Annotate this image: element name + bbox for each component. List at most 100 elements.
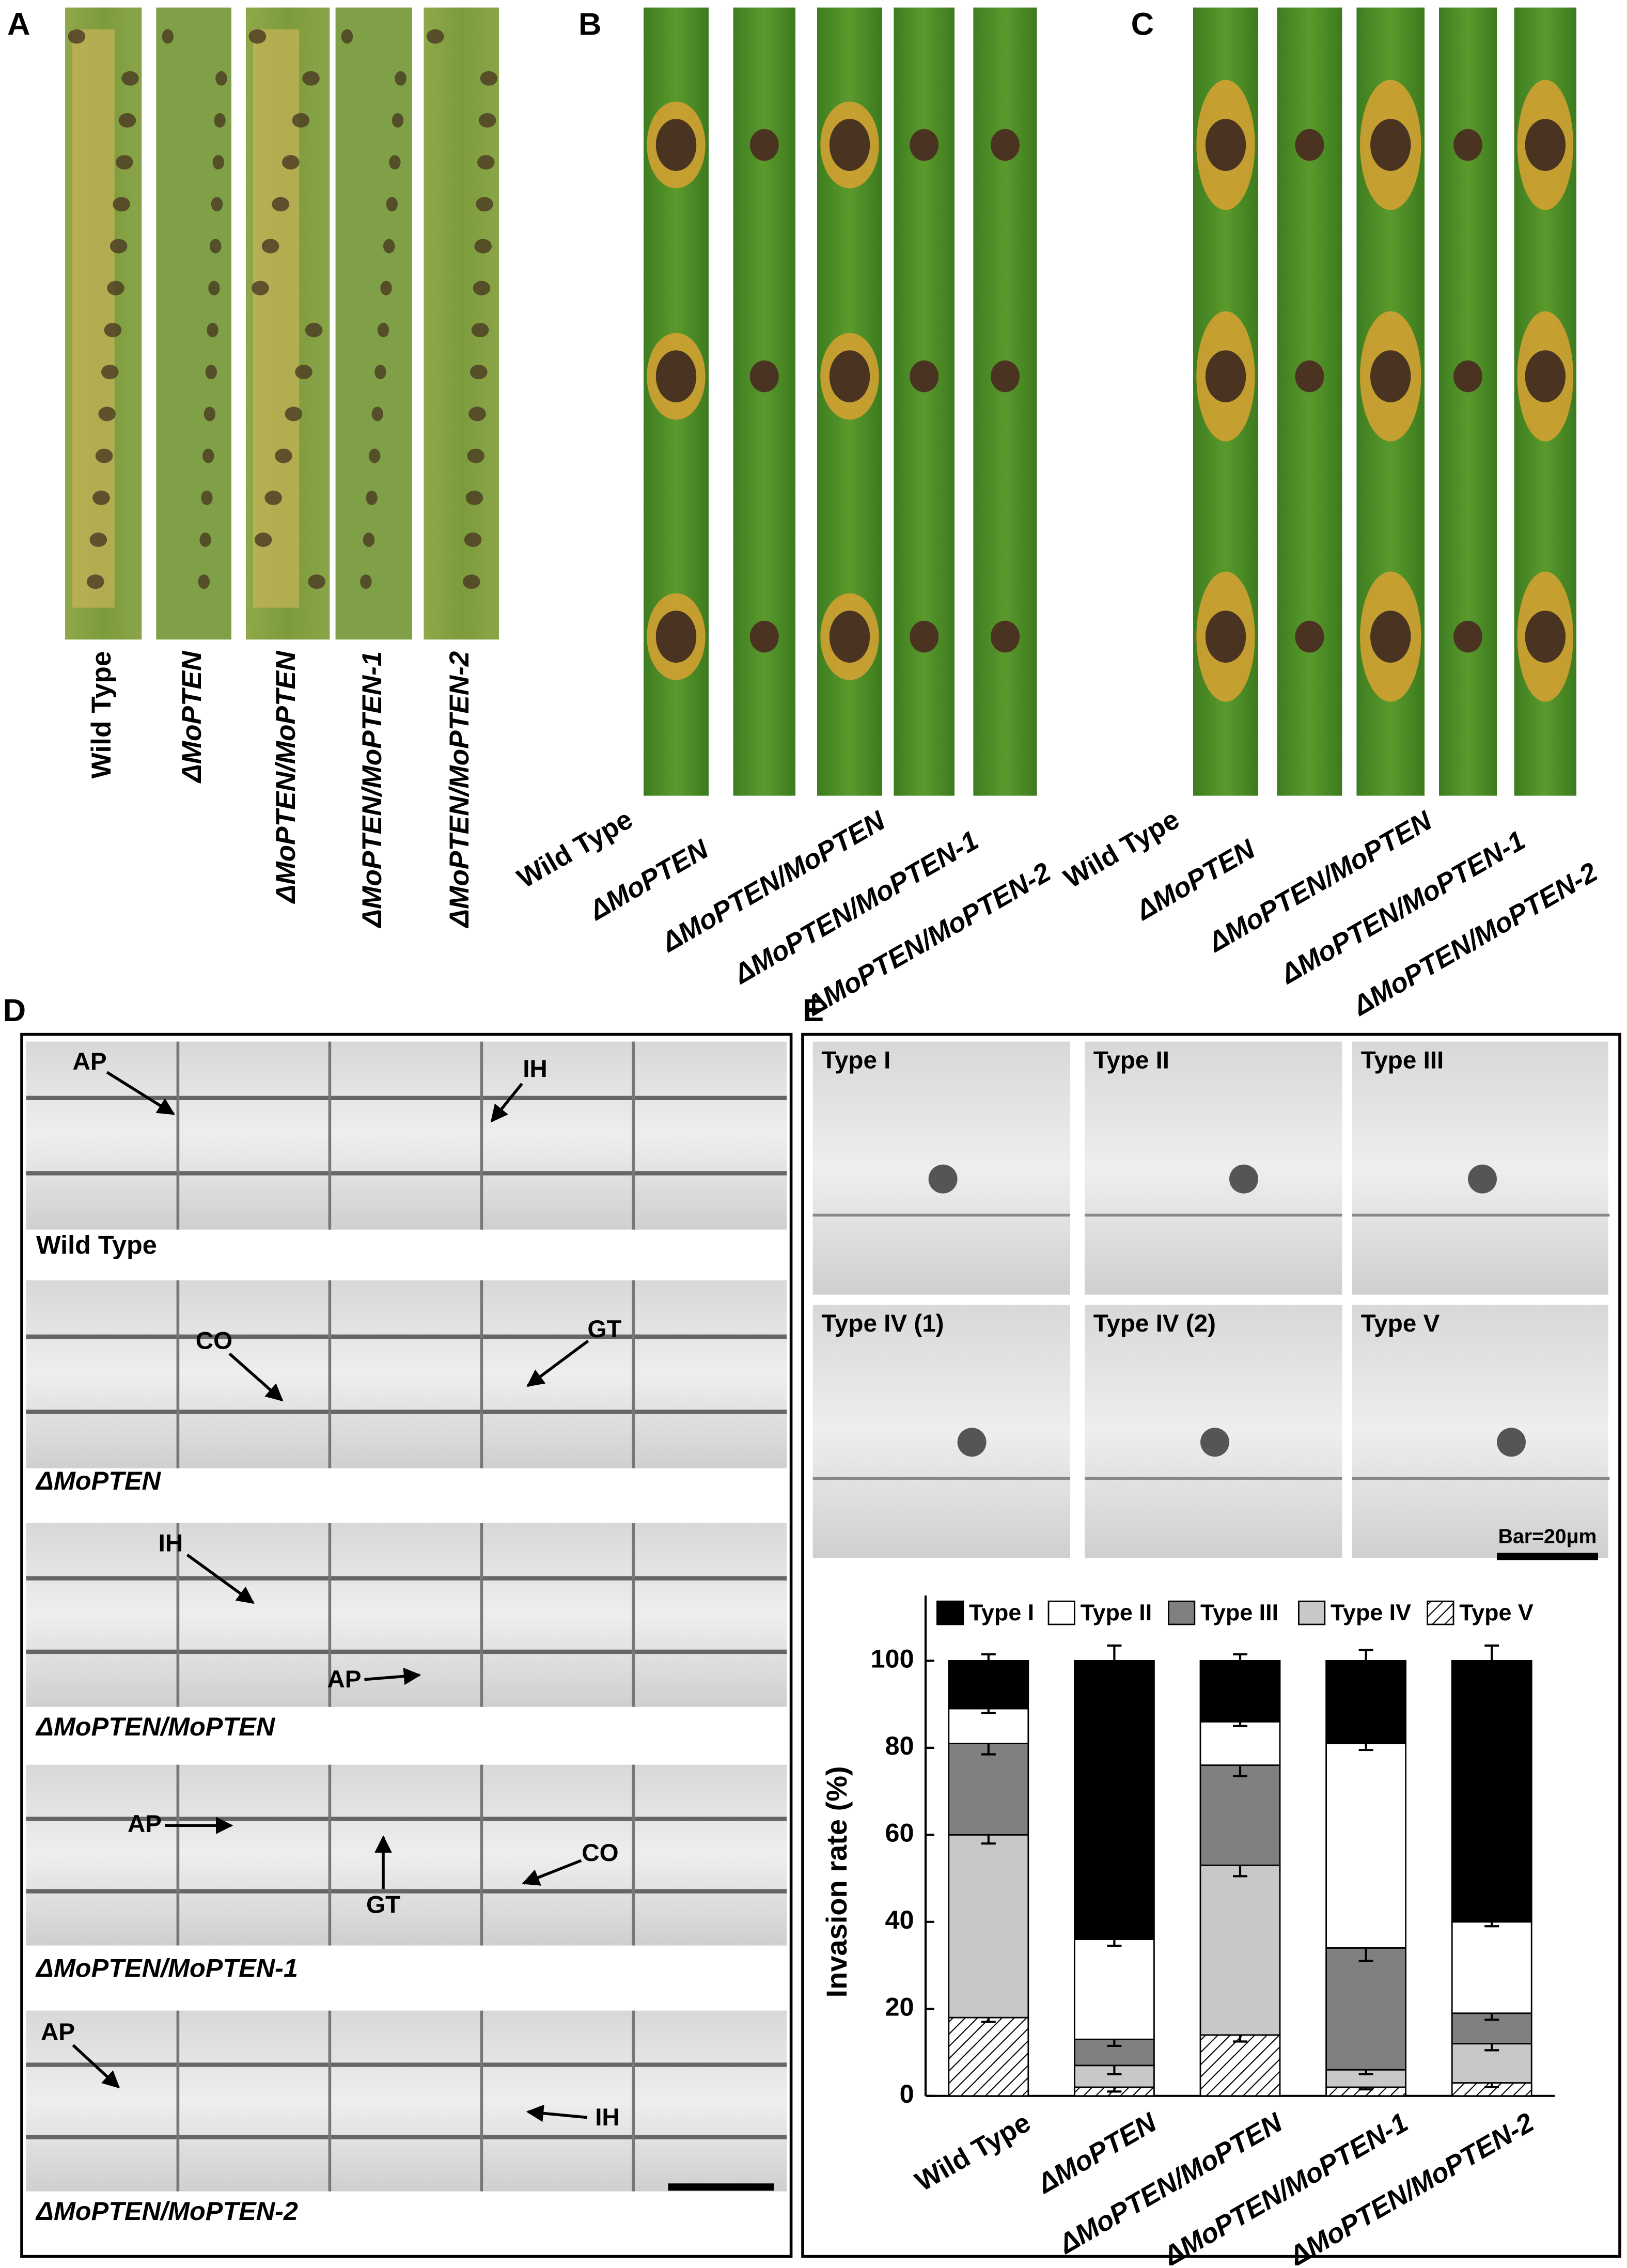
- lesion: [89, 533, 107, 547]
- lesion: [471, 323, 489, 337]
- annotation: CO: [196, 1327, 232, 1355]
- x-tick-label: ΔMoPTEN/MoPTEN: [1053, 2107, 1288, 2260]
- annotation: CO: [582, 1839, 618, 1867]
- image-caption: ΔMoPTEN/MoPTEN-1: [35, 1953, 298, 1983]
- lesion: [1525, 611, 1566, 663]
- leaf-photo: [424, 7, 499, 640]
- lesion: [98, 406, 116, 421]
- image-label: Type III: [1361, 1046, 1444, 1074]
- lesion: [101, 365, 119, 380]
- lesion: [749, 620, 779, 653]
- annotation: AP: [128, 1810, 162, 1838]
- annotation-arrow: [228, 1352, 284, 1402]
- y-axis-label: Invasion rate (%): [820, 1766, 853, 1997]
- legend-swatch: [1168, 1600, 1196, 1625]
- legend-label: Type V: [1459, 1600, 1534, 1625]
- lesion: [198, 574, 210, 589]
- lesion: [292, 113, 310, 128]
- leaf-label: Wild Type: [86, 651, 117, 779]
- lesion: [1205, 350, 1246, 402]
- lesion: [204, 406, 216, 421]
- lesion: [465, 490, 483, 505]
- x-tick-label: Wild Type: [910, 2107, 1036, 2197]
- panel-frame: [801, 1033, 1621, 2258]
- lesion: [829, 119, 870, 171]
- lesion: [371, 406, 383, 421]
- leaf-label: ΔMoPTEN/MoPTEN: [1202, 805, 1437, 959]
- annotation-arrow: [526, 1339, 589, 1387]
- bar-segment: [1325, 1947, 1406, 2071]
- lesion: [254, 533, 272, 547]
- leaf-yellowing: [253, 29, 300, 608]
- lesion: [201, 490, 213, 505]
- micrograph: [26, 1280, 787, 1468]
- lesion: [395, 71, 406, 86]
- leaf-photo: [973, 7, 1037, 796]
- lesion: [116, 155, 133, 170]
- lesion: [118, 113, 136, 128]
- micrograph: [812, 1305, 1070, 1558]
- bar-segment: [1199, 2034, 1281, 2097]
- lesion: [215, 71, 227, 86]
- bar-segment: [948, 1743, 1029, 1836]
- lesion: [476, 197, 493, 212]
- bar-segment: [1073, 1660, 1155, 1940]
- lesion: [248, 29, 267, 44]
- y-tick-label: 100: [871, 1644, 914, 1673]
- lesion: [366, 490, 378, 505]
- annotation-arrow: [106, 1071, 175, 1115]
- leaf-photo: [894, 7, 955, 796]
- lesion: [829, 611, 870, 663]
- lesion: [467, 448, 484, 463]
- lesion: [207, 323, 218, 337]
- lesion: [473, 280, 491, 295]
- lesion: [308, 574, 325, 589]
- leaf-label: ΔMoPTEN/MoPTEN: [656, 805, 891, 959]
- error-bar: [1484, 1644, 1499, 1677]
- lesion: [107, 280, 124, 295]
- annotation: IH: [595, 2104, 620, 2131]
- y-tick-label: 80: [885, 1731, 914, 1760]
- lesion: [1525, 119, 1566, 171]
- image-caption: Wild Type: [36, 1230, 157, 1260]
- annotation: AP: [327, 1666, 361, 1693]
- lesion: [214, 113, 226, 128]
- lesion: [427, 29, 444, 44]
- bar-segment: [1325, 1743, 1406, 1949]
- y-tick-label: 20: [885, 1992, 914, 2022]
- lesion: [87, 574, 104, 589]
- image-label: Type IV (1): [821, 1310, 944, 1337]
- lesion: [68, 29, 86, 44]
- lesion: [910, 620, 939, 653]
- lesion: [363, 533, 375, 547]
- lesion: [282, 155, 300, 170]
- lesion: [829, 350, 870, 402]
- lesion: [121, 71, 139, 86]
- panel-label: C: [1131, 6, 1154, 42]
- panel-frame: [20, 1033, 793, 2258]
- lesion: [264, 490, 282, 505]
- leaf-yellowing: [72, 29, 115, 608]
- leaf-photo: [335, 7, 412, 640]
- panel-label: B: [578, 6, 601, 42]
- lesion: [991, 129, 1020, 161]
- appressorium: [957, 1428, 987, 1457]
- lesion: [470, 365, 488, 380]
- error-bar: [981, 1653, 996, 1669]
- bar-segment: [948, 1708, 1029, 1744]
- annotation-arrow: [522, 1859, 582, 1886]
- image-label: Type II: [1093, 1046, 1169, 1074]
- image-label: Type I: [821, 1046, 890, 1074]
- micrograph: [26, 1041, 787, 1230]
- lesion: [202, 448, 214, 463]
- lesion: [468, 406, 486, 421]
- lesion: [910, 360, 939, 393]
- lesion: [377, 323, 389, 337]
- lesion: [474, 239, 492, 254]
- lesion: [1370, 611, 1411, 663]
- lesion: [208, 280, 220, 295]
- leaf-photo: [1277, 7, 1342, 796]
- leaf-label: ΔMoPTEN/MoPTEN-2: [444, 651, 475, 928]
